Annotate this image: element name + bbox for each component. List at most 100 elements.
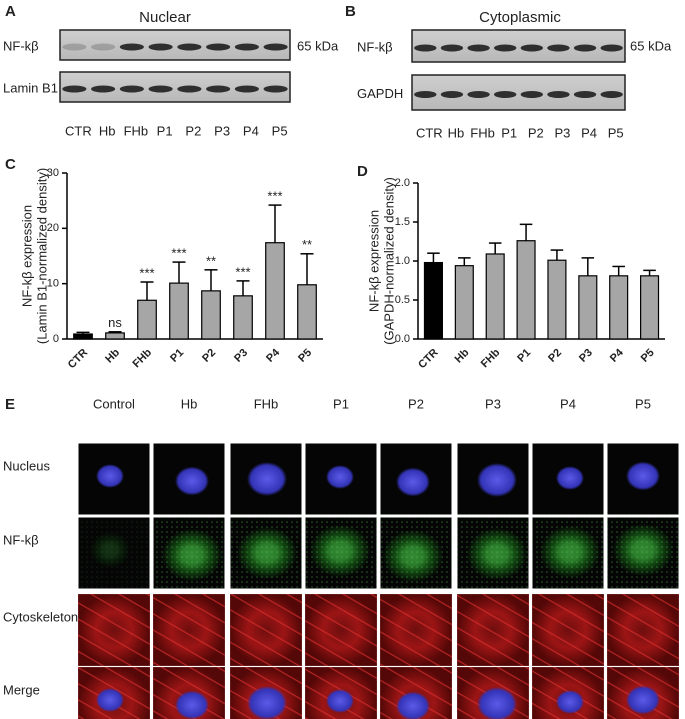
- y-tick-label: 30: [47, 167, 59, 179]
- y-axis-label: (Lamin B1-normalized density): [34, 168, 49, 344]
- micrograph: [229, 516, 303, 590]
- micrograph: [531, 666, 605, 719]
- significance: ***: [171, 246, 186, 261]
- blot-band: [600, 91, 623, 98]
- micrograph: [304, 593, 378, 667]
- column-header: Hb: [181, 396, 198, 411]
- column-header: P1: [333, 396, 349, 411]
- blot-band: [440, 91, 464, 98]
- lane-label: P2: [185, 123, 201, 138]
- micrograph: [379, 666, 453, 719]
- blot-band: [494, 91, 517, 98]
- significance: **: [302, 237, 312, 252]
- column-header: P3: [485, 396, 501, 411]
- row-label: NF-kβ: [3, 532, 39, 547]
- fibers: [78, 594, 150, 666]
- bar: [423, 261, 443, 340]
- blot-band: [234, 85, 259, 93]
- lane-label: P3: [554, 125, 570, 140]
- fibers: [305, 594, 377, 666]
- x-tick-label: P4: [264, 346, 283, 365]
- error-bar: [108, 331, 122, 333]
- blot-band: [263, 85, 288, 93]
- blot-band: [62, 85, 87, 93]
- micrograph: [152, 442, 226, 516]
- significance: ***: [139, 265, 154, 280]
- x-tick-label: P3: [232, 347, 250, 365]
- fibers: [230, 594, 302, 666]
- lane-label: P5: [272, 123, 288, 138]
- error-bar: [550, 249, 564, 261]
- y-axis-label: NF-kβ expression: [366, 210, 381, 312]
- error-bar: [519, 223, 533, 241]
- blot-band: [119, 43, 144, 51]
- blot-band: [467, 44, 490, 52]
- bar: [233, 295, 253, 340]
- bar: [297, 284, 317, 340]
- y-tick-label: 20: [47, 222, 59, 234]
- micrograph: [152, 593, 226, 667]
- nucleus: [247, 686, 287, 719]
- bar: [105, 332, 125, 340]
- nfkb-dots: [380, 517, 452, 589]
- blot-row-label: GAPDH: [357, 86, 403, 101]
- nucleus: [175, 466, 209, 496]
- x-tick-label: P1: [515, 347, 533, 365]
- blot-row-label: NF-kβ: [357, 39, 393, 54]
- y-axis-label: (GAPDH-normalized density): [381, 177, 396, 345]
- blot-band: [520, 91, 543, 98]
- error-bar: [488, 242, 502, 254]
- bar: [137, 299, 157, 340]
- blot-band: [234, 43, 259, 51]
- nucleus: [96, 688, 124, 712]
- size-label: 65 kDa: [630, 38, 672, 53]
- micrograph: [606, 593, 680, 667]
- lane-label: CTR: [416, 125, 443, 140]
- micrograph: [304, 516, 378, 590]
- micrograph: [606, 666, 680, 719]
- lane-label: CTR: [65, 123, 92, 138]
- error-bar: [268, 204, 282, 243]
- micrograph: [456, 666, 530, 719]
- nucleus: [626, 461, 660, 491]
- lane-label: P2: [528, 125, 544, 140]
- nucleus: [396, 467, 430, 497]
- blot-band: [547, 91, 570, 98]
- micrograph: [77, 516, 151, 590]
- blot-band: [414, 44, 437, 52]
- row-label: Nucleus: [3, 458, 50, 473]
- fibers: [380, 594, 452, 666]
- x-tick-label: P1: [168, 347, 186, 365]
- bar: [640, 275, 660, 340]
- nfkb-dots: [532, 517, 604, 589]
- x-tick-label: P2: [546, 347, 564, 365]
- bar: [201, 290, 221, 340]
- lane-label: P4: [581, 125, 597, 140]
- micrograph: [456, 516, 530, 590]
- lane-label: P4: [243, 123, 259, 138]
- fibers: [153, 594, 225, 666]
- blot-band: [414, 91, 437, 98]
- bar: [169, 282, 189, 340]
- panel-label: A: [5, 3, 16, 20]
- nfkb-dots: [457, 517, 529, 589]
- blot-band: [440, 44, 464, 52]
- column-header: Control: [93, 396, 135, 411]
- nucleus: [175, 690, 209, 719]
- micrograph: [531, 516, 605, 590]
- bar: [516, 240, 536, 340]
- blot-band: [263, 43, 288, 51]
- lane-label: Hb: [99, 123, 116, 138]
- error-bar: [458, 257, 471, 266]
- x-tick-label: P5: [296, 347, 314, 365]
- lane-label: FHb: [470, 125, 495, 140]
- micrograph: [379, 516, 453, 590]
- x-tick-label: P5: [639, 347, 657, 365]
- row-label: Cytoskeleton: [3, 609, 78, 624]
- lane-label: Hb: [448, 125, 465, 140]
- x-tick-label: Hb: [453, 346, 472, 365]
- lane-label: FHb: [124, 123, 149, 138]
- y-tick-label: 0: [53, 333, 59, 345]
- nucleus: [556, 690, 584, 714]
